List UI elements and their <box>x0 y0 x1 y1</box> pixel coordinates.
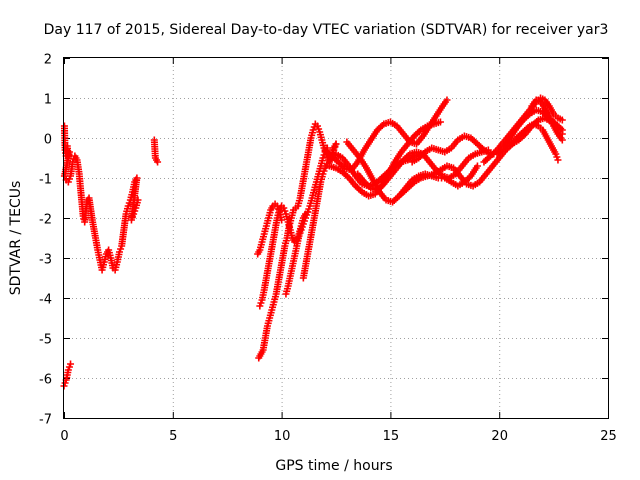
y-tick-label: -2 <box>39 213 52 228</box>
data-series <box>528 96 566 144</box>
x-tick-label: 25 <box>600 429 617 444</box>
y-tick-label: -3 <box>39 253 52 268</box>
x-tick-label: 5 <box>169 429 177 444</box>
data-point <box>278 216 286 224</box>
x-axis-label: GPS time / hours <box>275 458 392 474</box>
y-axis-label: SDTVAR / TECUs <box>8 181 24 296</box>
y-tick-label: 2 <box>44 53 52 68</box>
data-point <box>154 158 162 166</box>
data-series <box>254 200 286 258</box>
data-point <box>473 162 481 170</box>
plot-frame <box>63 57 609 419</box>
x-tick-label: 0 <box>60 429 68 444</box>
data-series <box>282 208 312 298</box>
x-tick-label: 15 <box>383 429 400 444</box>
grid-layer <box>64 58 608 418</box>
data-point <box>67 360 75 368</box>
data-series <box>480 94 566 166</box>
data-series <box>506 120 562 164</box>
x-tick-label: 20 <box>491 429 508 444</box>
y-tick-label: -6 <box>39 373 52 388</box>
data-point <box>554 156 562 164</box>
data-point <box>558 126 566 134</box>
data-point <box>436 118 444 126</box>
y-tick-label: -5 <box>39 333 52 348</box>
chart-title: Day 117 of 2015, Sidereal Day-to-day VTE… <box>44 22 609 38</box>
data-point <box>558 116 566 124</box>
data-point <box>60 172 68 180</box>
data-series <box>256 144 331 310</box>
y-tick-label: 0 <box>44 133 52 148</box>
data-point <box>134 196 142 204</box>
series-layer <box>60 94 566 390</box>
y-tick-label: 1 <box>44 93 52 108</box>
data-point <box>304 208 312 216</box>
y-tick-label: -1 <box>39 173 52 188</box>
data-series <box>60 122 162 390</box>
y-tick-label: -7 <box>39 413 52 428</box>
x-tick-label: 10 <box>274 429 291 444</box>
data-point <box>443 96 451 104</box>
data-point <box>558 136 566 144</box>
y-tick-label: -4 <box>39 293 52 308</box>
data-point <box>332 140 340 148</box>
